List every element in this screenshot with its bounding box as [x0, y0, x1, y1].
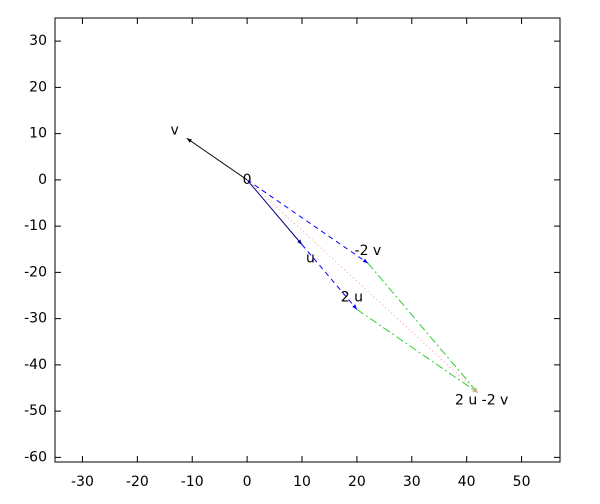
y-tick-label: 20 — [29, 79, 47, 95]
y-tick-label: 0 — [38, 172, 47, 188]
x-tick-label: 30 — [403, 474, 421, 490]
x-tick-label: 40 — [458, 474, 476, 490]
x-tick-label: 50 — [513, 474, 531, 490]
vector-label: 2 u -2 v — [455, 393, 508, 409]
vector — [367, 262, 479, 393]
x-tick-label: -10 — [181, 474, 204, 490]
x-tick-label: -20 — [126, 474, 149, 490]
vector — [246, 179, 369, 264]
y-tick-label: 30 — [29, 33, 47, 49]
vector — [186, 137, 248, 181]
annotation: 0 — [243, 172, 252, 188]
y-tick-label: -20 — [24, 264, 47, 280]
vector-label: -2 v — [355, 243, 382, 259]
x-tick-label: -30 — [71, 474, 94, 490]
plot-frame — [54, 17, 561, 463]
vector — [246, 179, 479, 393]
y-tick-label: -60 — [24, 449, 47, 465]
y-tick-label: -50 — [24, 403, 47, 419]
vector-label: v — [170, 122, 178, 138]
x-tick-label: 20 — [348, 474, 366, 490]
y-tick-label: 10 — [29, 126, 47, 142]
y-tick-label: -10 — [24, 218, 47, 234]
x-tick-label: 0 — [243, 474, 252, 490]
vector-label: 2 u — [341, 289, 363, 305]
x-tick-label: 10 — [293, 474, 311, 490]
vector — [246, 179, 303, 245]
y-tick-label: -40 — [24, 357, 47, 373]
y-tick-label: -30 — [24, 311, 47, 327]
vector-label: u — [306, 251, 315, 267]
